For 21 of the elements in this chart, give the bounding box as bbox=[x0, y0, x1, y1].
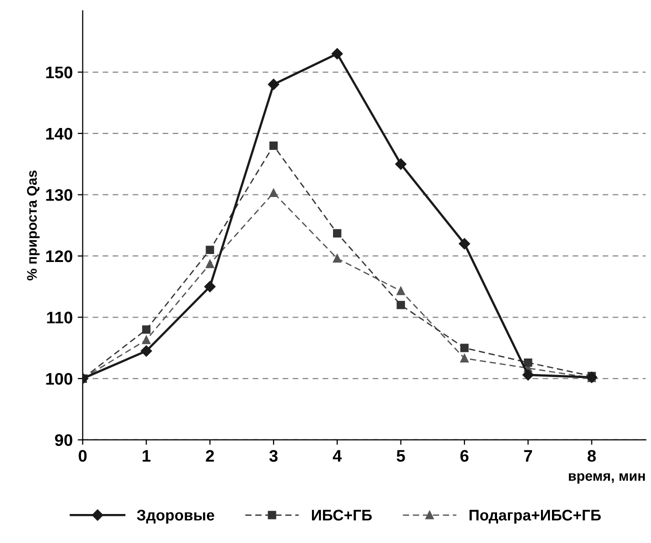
y-tick-label: 90 bbox=[54, 434, 72, 446]
legend-label: Здоровые bbox=[136, 510, 214, 524]
x-tick-label: 3 bbox=[269, 450, 278, 462]
x-tick-label: 0 bbox=[78, 450, 87, 462]
legend-label: Подагра+ИБС+ГБ bbox=[470, 510, 601, 524]
y-tick-label: 130 bbox=[46, 189, 72, 201]
legend-label: ИБС+ГБ bbox=[312, 510, 372, 521]
y-axis-title: % прироста Qas bbox=[27, 170, 40, 280]
x-tick-label: 7 bbox=[524, 450, 532, 462]
x-tick-label: 4 bbox=[332, 450, 342, 462]
x-tick-label: 2 bbox=[206, 450, 214, 462]
y-tick-label: 150 bbox=[46, 66, 72, 78]
x-axis-title: время, мин bbox=[568, 473, 645, 484]
y-tick-label: 120 bbox=[46, 250, 72, 262]
x-tick-label: 6 bbox=[460, 450, 468, 462]
y-tick-label: 140 bbox=[46, 128, 72, 140]
y-tick-label: 100 bbox=[46, 372, 72, 385]
x-tick-label: 5 bbox=[396, 450, 405, 462]
x-tick-label: 8 bbox=[588, 450, 596, 462]
y-tick-label: 110 bbox=[47, 312, 72, 324]
x-tick-label: 1 bbox=[142, 450, 150, 462]
